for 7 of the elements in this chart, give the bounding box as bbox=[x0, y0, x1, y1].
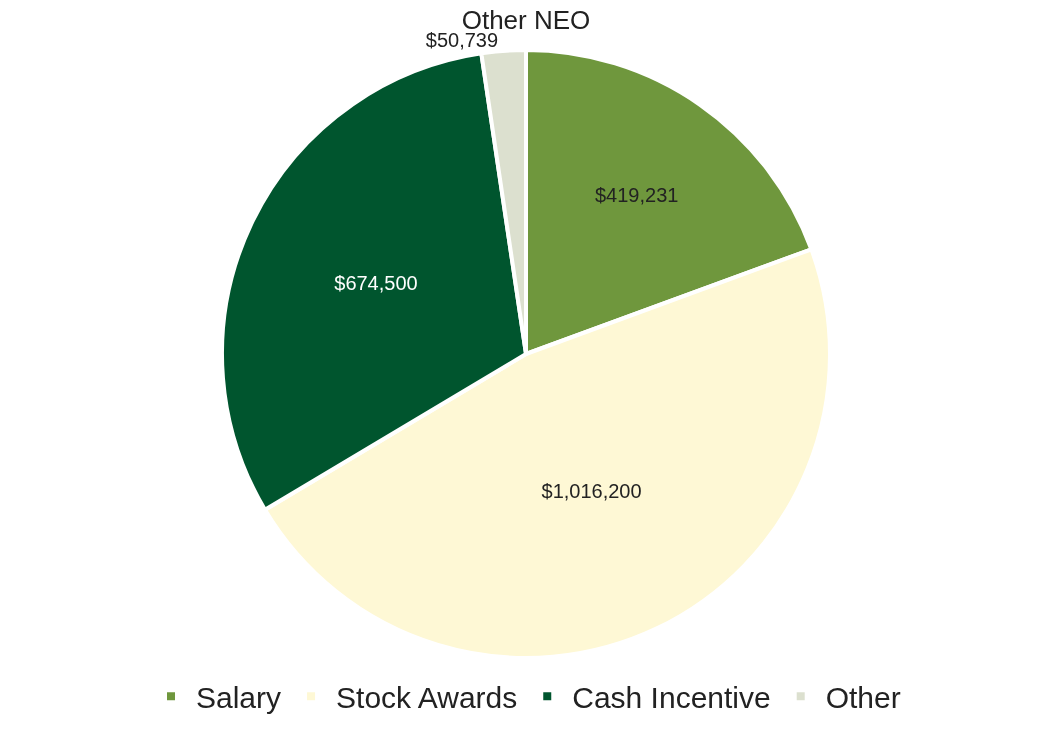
data-label: $1,016,200 bbox=[541, 480, 642, 503]
data-label: $674,500 bbox=[334, 271, 418, 294]
legend-label: Salary bbox=[196, 680, 282, 714]
data-label: $419,231 bbox=[594, 184, 679, 207]
legend-label: Cash Incentive bbox=[572, 680, 771, 714]
legend-label: Other bbox=[825, 680, 901, 714]
legend-label: Stock Awards bbox=[336, 680, 518, 714]
